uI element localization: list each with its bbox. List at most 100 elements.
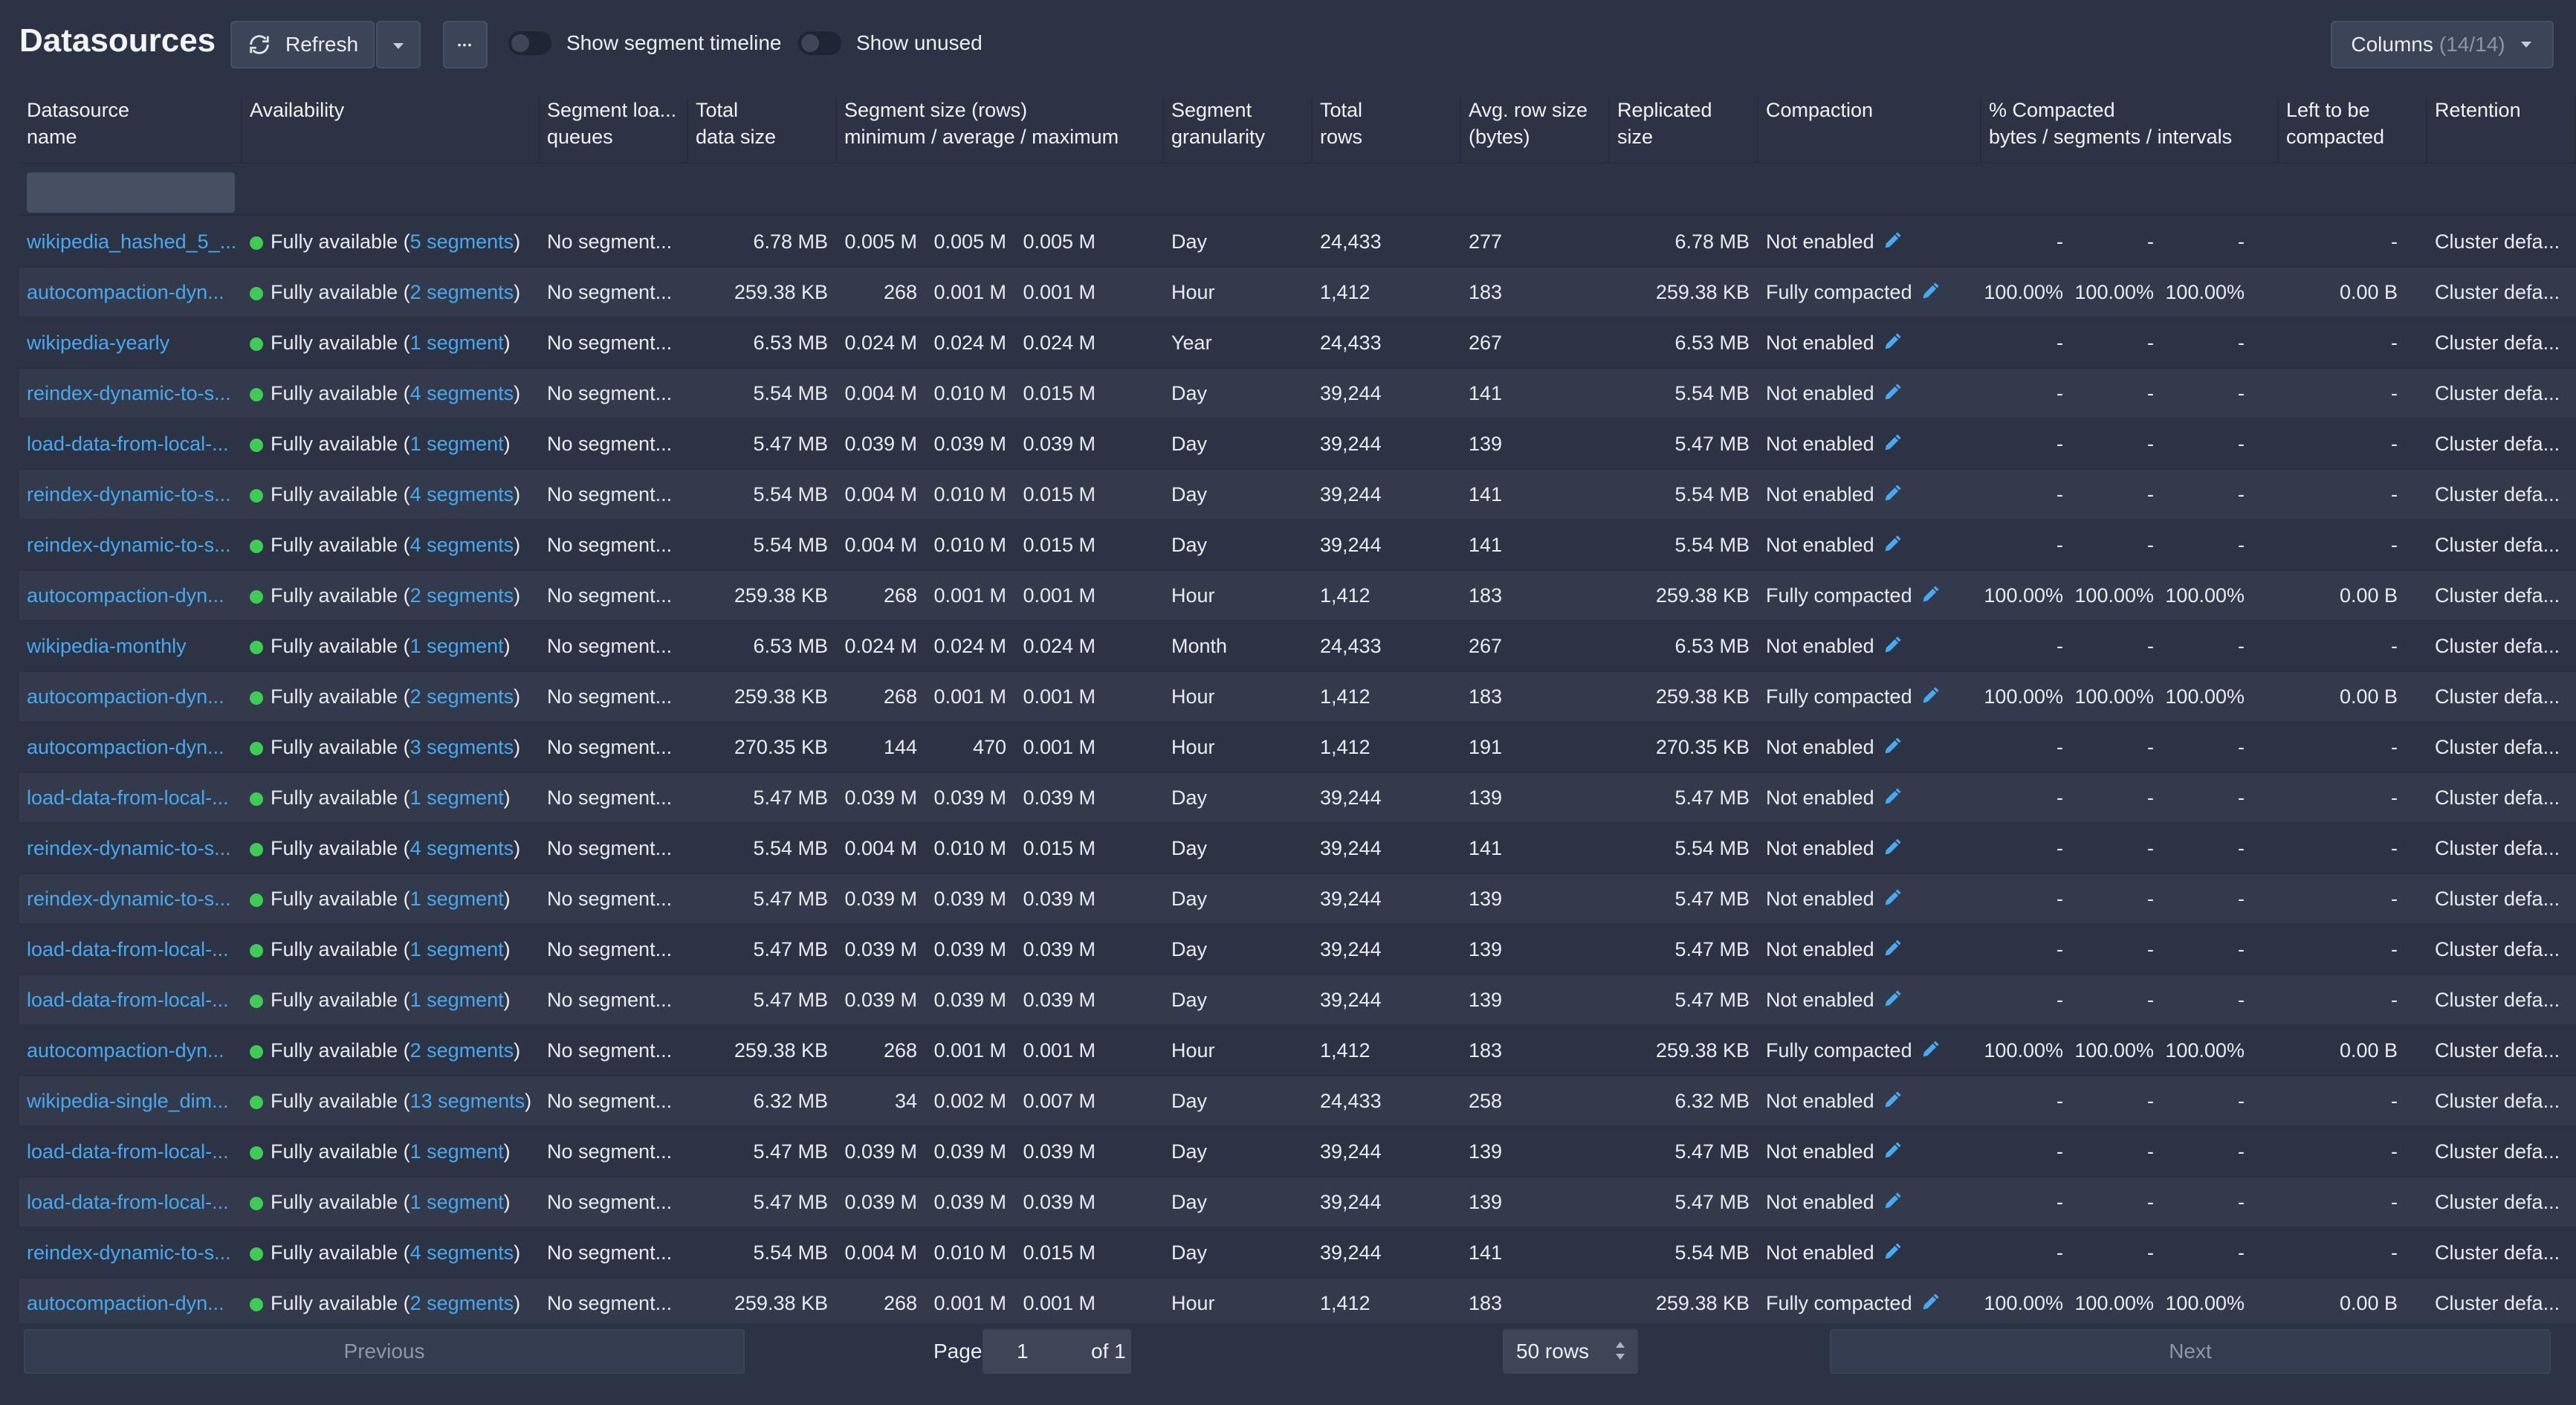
rows-per-page-select[interactable]: 50 rows bbox=[1503, 1329, 1638, 1374]
pencil-icon[interactable] bbox=[1882, 1231, 1903, 1277]
column-header[interactable]: % Compacted bytes / segments / intervals bbox=[1981, 97, 2279, 162]
pencil-icon[interactable] bbox=[1882, 978, 1903, 1024]
pencil-icon[interactable] bbox=[1920, 675, 1941, 721]
retention-cell[interactable]: Cluster defa... bbox=[2435, 433, 2560, 455]
segments-link[interactable]: 1 segment bbox=[410, 1191, 504, 1213]
pencil-icon[interactable] bbox=[1882, 321, 1903, 367]
pencil-icon[interactable] bbox=[1882, 1130, 1903, 1176]
retention-cell[interactable]: Cluster defa... bbox=[2435, 635, 2560, 657]
retention-cell[interactable]: Cluster defa... bbox=[2435, 1191, 2560, 1213]
column-header[interactable]: Left to be compacted bbox=[2279, 97, 2427, 162]
datasource-name-link[interactable]: load-data-from-local-... bbox=[27, 787, 229, 809]
datasource-name-link[interactable]: autocompaction-dyn... bbox=[27, 584, 224, 607]
datasource-name-link[interactable]: wikipedia-single_dim... bbox=[27, 1090, 229, 1112]
page-input[interactable] bbox=[983, 1329, 1131, 1374]
segments-link[interactable]: 13 segments bbox=[410, 1090, 525, 1112]
pencil-icon[interactable] bbox=[1882, 624, 1903, 671]
datasource-name-link[interactable]: reindex-dynamic-to-s... bbox=[27, 837, 231, 859]
previous-button[interactable]: Previous bbox=[24, 1329, 745, 1374]
retention-cell[interactable]: Cluster defa... bbox=[2435, 938, 2560, 960]
refresh-button[interactable]: Refresh bbox=[230, 21, 375, 68]
pencil-icon[interactable] bbox=[1882, 928, 1903, 974]
column-header[interactable]: Compaction bbox=[1758, 97, 1981, 162]
retention-cell[interactable]: Cluster defa... bbox=[2435, 1039, 2560, 1062]
datasource-name-link[interactable]: reindex-dynamic-to-s... bbox=[27, 483, 231, 506]
pencil-icon[interactable] bbox=[1882, 776, 1903, 822]
column-header[interactable]: Total rows bbox=[1313, 97, 1461, 162]
refresh-options-button[interactable] bbox=[376, 21, 421, 68]
pencil-icon[interactable] bbox=[1882, 473, 1903, 519]
segments-link[interactable]: 1 segment bbox=[410, 1140, 504, 1163]
column-header[interactable]: Total data size bbox=[688, 97, 837, 162]
show-unused-toggle[interactable] bbox=[798, 31, 841, 55]
datasource-name-link[interactable]: load-data-from-local-... bbox=[27, 433, 229, 455]
datasource-name-link[interactable]: reindex-dynamic-to-s... bbox=[27, 1241, 231, 1264]
pencil-icon[interactable] bbox=[1882, 1079, 1903, 1125]
segment-timeline-toggle[interactable] bbox=[508, 31, 551, 55]
segments-link[interactable]: 1 segment bbox=[410, 888, 504, 910]
datasource-name-link[interactable]: load-data-from-local-... bbox=[27, 938, 229, 960]
datasource-name-link[interactable]: autocompaction-dyn... bbox=[27, 685, 224, 708]
datasource-name-link[interactable]: autocompaction-dyn... bbox=[27, 736, 224, 758]
datasource-name-link[interactable]: load-data-from-local-... bbox=[27, 1140, 229, 1163]
pencil-icon[interactable] bbox=[1882, 422, 1903, 468]
next-button[interactable]: Next bbox=[1830, 1329, 2551, 1374]
pencil-icon[interactable] bbox=[1882, 877, 1903, 923]
segments-link[interactable]: 2 segments bbox=[410, 584, 514, 607]
column-header[interactable]: Availability bbox=[242, 97, 540, 162]
datasource-name-filter[interactable] bbox=[27, 172, 235, 213]
column-header[interactable]: Retention bbox=[2427, 97, 2576, 162]
datasource-name-link[interactable]: load-data-from-local-... bbox=[27, 1191, 229, 1213]
segments-link[interactable]: 3 segments bbox=[410, 736, 514, 758]
segments-link[interactable]: 4 segments bbox=[410, 483, 514, 506]
column-header[interactable]: Avg. row size (bytes) bbox=[1461, 97, 1610, 162]
retention-cell[interactable]: Cluster defa... bbox=[2435, 685, 2560, 708]
datasource-name-link[interactable]: wikipedia-monthly bbox=[27, 635, 187, 657]
datasource-name-link[interactable]: autocompaction-dyn... bbox=[27, 1039, 224, 1062]
segments-link[interactable]: 2 segments bbox=[410, 1292, 514, 1314]
retention-cell[interactable]: Cluster defa... bbox=[2435, 989, 2560, 1011]
segments-link[interactable]: 1 segment bbox=[410, 433, 504, 455]
datasource-name-link[interactable]: reindex-dynamic-to-s... bbox=[27, 534, 231, 556]
datasource-name-link[interactable]: reindex-dynamic-to-s... bbox=[27, 888, 231, 910]
pencil-icon[interactable] bbox=[1920, 1282, 1941, 1323]
pencil-icon[interactable] bbox=[1882, 220, 1903, 266]
column-header[interactable]: Datasource name bbox=[19, 97, 242, 162]
retention-cell[interactable]: Cluster defa... bbox=[2435, 837, 2560, 859]
pencil-icon[interactable] bbox=[1882, 1180, 1903, 1227]
retention-cell[interactable]: Cluster defa... bbox=[2435, 1090, 2560, 1112]
segments-link[interactable]: 5 segments bbox=[410, 230, 514, 253]
segments-link[interactable]: 1 segment bbox=[410, 787, 504, 809]
segments-link[interactable]: 4 segments bbox=[410, 837, 514, 859]
segments-link[interactable]: 2 segments bbox=[410, 685, 514, 708]
segments-link[interactable]: 4 segments bbox=[410, 382, 514, 404]
segments-link[interactable]: 1 segment bbox=[410, 332, 504, 354]
datasource-name-link[interactable]: reindex-dynamic-to-s... bbox=[27, 382, 231, 404]
pencil-icon[interactable] bbox=[1882, 827, 1903, 873]
retention-cell[interactable]: Cluster defa... bbox=[2435, 483, 2560, 506]
segments-link[interactable]: 2 segments bbox=[410, 281, 514, 303]
retention-cell[interactable]: Cluster defa... bbox=[2435, 787, 2560, 809]
pencil-icon[interactable] bbox=[1882, 372, 1903, 418]
retention-cell[interactable]: Cluster defa... bbox=[2435, 230, 2560, 253]
pencil-icon[interactable] bbox=[1920, 574, 1941, 620]
retention-cell[interactable]: Cluster defa... bbox=[2435, 584, 2560, 607]
retention-cell[interactable]: Cluster defa... bbox=[2435, 1140, 2560, 1163]
datasource-name-link[interactable]: autocompaction-dyn... bbox=[27, 1292, 224, 1314]
retention-cell[interactable]: Cluster defa... bbox=[2435, 888, 2560, 910]
columns-button[interactable]: Columns (14/14) bbox=[2331, 21, 2554, 68]
datasource-name-link[interactable]: load-data-from-local-... bbox=[27, 989, 229, 1011]
segments-link[interactable]: 1 segment bbox=[410, 938, 504, 960]
column-header[interactable]: Segment granularity bbox=[1164, 97, 1313, 162]
retention-cell[interactable]: Cluster defa... bbox=[2435, 1292, 2560, 1314]
column-header[interactable]: Replicated size bbox=[1610, 97, 1758, 162]
retention-cell[interactable]: Cluster defa... bbox=[2435, 281, 2560, 303]
more-options-button[interactable]: ••• bbox=[443, 21, 488, 68]
retention-cell[interactable]: Cluster defa... bbox=[2435, 382, 2560, 404]
datasource-name-link[interactable]: wikipedia-yearly bbox=[27, 332, 170, 354]
retention-cell[interactable]: Cluster defa... bbox=[2435, 332, 2560, 354]
datasource-name-link[interactable]: wikipedia_hashed_5_... bbox=[27, 230, 237, 253]
retention-cell[interactable]: Cluster defa... bbox=[2435, 1241, 2560, 1264]
segments-link[interactable]: 4 segments bbox=[410, 534, 514, 556]
datasource-name-link[interactable]: autocompaction-dyn... bbox=[27, 281, 224, 303]
